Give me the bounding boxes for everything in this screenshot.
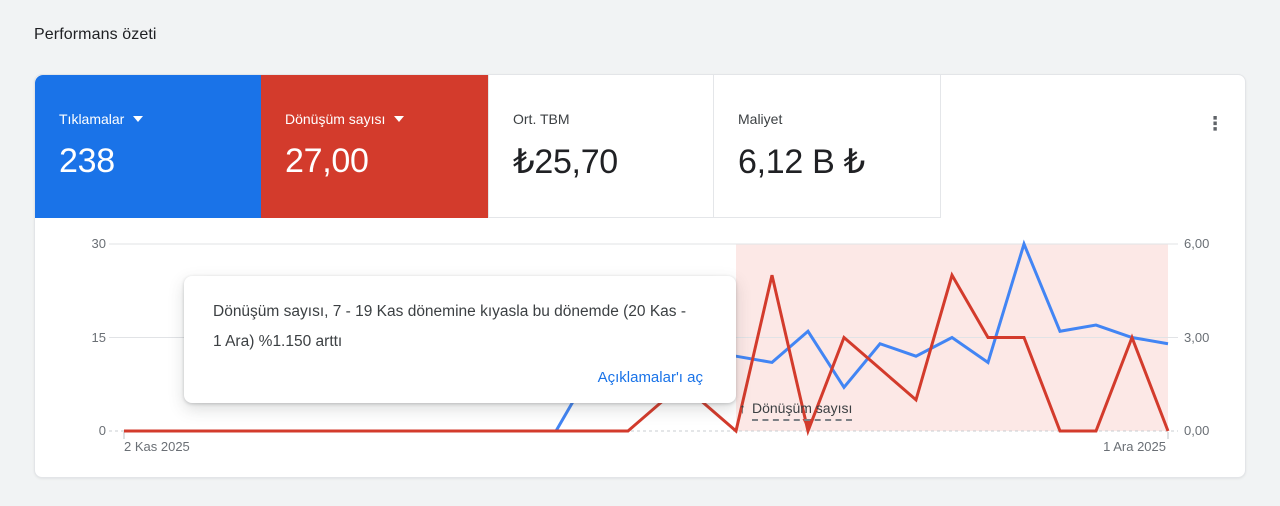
y-axis-right-tick-label: 3,00 (1184, 329, 1210, 345)
metric-card-clicks[interactable]: Tıklamalar 238 (35, 75, 261, 218)
metric-card-conversions[interactable]: Dönüşüm sayısı 27,00 (261, 75, 488, 218)
metric-card-cost[interactable]: Maliyet 6,12 B ₺ (714, 75, 941, 218)
x-axis-start-label: 2 Kas 2025 (124, 439, 190, 454)
metric-card-avg-cpc[interactable]: Ort. TBM ₺25,70 (488, 75, 714, 218)
metric-value: 27,00 (285, 142, 369, 180)
metric-label: Ort. TBM (513, 111, 570, 127)
metric-value: ₺25,70 (513, 143, 618, 181)
y-axis-left-tick-label: 0 (98, 423, 106, 438)
metric-label: Dönüşüm sayısı (285, 111, 386, 127)
chevron-down-icon[interactable] (394, 116, 405, 122)
metric-value: 6,12 B ₺ (738, 143, 865, 181)
arrow-up-icon: ↑ (739, 400, 746, 416)
metric-header-row: Tıklamalar 238 Dönüşüm sayısı 27,00 Ort.… (35, 75, 1245, 218)
chart-annotation-conversions[interactable]: ↑ Dönüşüm sayısı (739, 400, 853, 421)
open-explanations-link[interactable]: Açıklamalar'ı aç (597, 369, 703, 386)
insight-tooltip-text: Dönüşüm sayısı, 7 - 19 Kas dönemine kıya… (213, 303, 686, 350)
page-title: Performans özeti (34, 26, 157, 43)
x-axis-end-label: 1 Ara 2025 (1103, 439, 1166, 454)
chevron-down-icon[interactable] (133, 116, 144, 122)
y-axis-left-tick-label: 15 (91, 329, 106, 345)
y-axis-right-tick-label: 6,00 (1184, 236, 1210, 251)
annotation-label[interactable]: Dönüşüm sayısı (752, 400, 853, 421)
performance-summary-card: Tıklamalar 238 Dönüşüm sayısı 27,00 Ort.… (34, 74, 1246, 478)
metric-value: 238 (59, 142, 115, 180)
y-axis-left-tick-label: 30 (91, 236, 106, 251)
metric-label: Maliyet (738, 111, 783, 127)
y-axis-right-tick-label: 0,00 (1184, 423, 1210, 438)
metric-label: Tıklamalar (59, 111, 125, 127)
insight-tooltip: Dönüşüm sayısı, 7 - 19 Kas dönemine kıya… (184, 276, 736, 403)
more-options-icon[interactable]: ⋮ (1205, 114, 1225, 135)
